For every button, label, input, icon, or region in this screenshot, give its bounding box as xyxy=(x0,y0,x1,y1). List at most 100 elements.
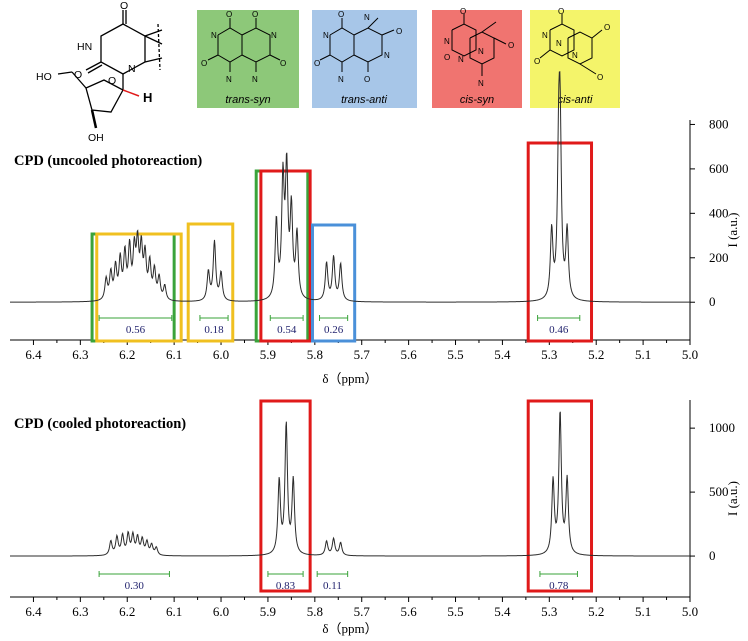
x-tick-label: 5.5 xyxy=(447,347,463,362)
integral-value: 0.46 xyxy=(549,324,569,336)
x-tick-label: 5.4 xyxy=(494,604,511,619)
y-axis-label: I (a.u.) xyxy=(725,481,740,516)
highlight-box-red xyxy=(526,141,594,343)
x-tick-label: 6.1 xyxy=(166,347,182,362)
atom: N xyxy=(556,39,562,48)
y-tick-label: 400 xyxy=(709,205,729,220)
atom: N xyxy=(252,75,258,84)
x-tick-label: 5.1 xyxy=(635,347,651,362)
atom-oh: OH xyxy=(88,132,104,144)
atom: N xyxy=(364,13,370,22)
x-tick-label: 5.2 xyxy=(588,604,604,619)
x-tick-label: 6.0 xyxy=(213,604,229,619)
atom-o-ring: O xyxy=(108,75,116,87)
x-tick-label: 5.6 xyxy=(400,347,417,362)
highlight-box-yellow xyxy=(95,232,183,343)
y-tick-label: 800 xyxy=(709,116,729,131)
atom: O xyxy=(597,73,603,82)
x-tick-label: 6.3 xyxy=(72,604,88,619)
integral-value: 0.54 xyxy=(277,324,297,336)
isomer-box xyxy=(530,10,620,108)
atom: O xyxy=(460,7,466,16)
panel-title: CPD (uncooled photoreaction) xyxy=(14,153,202,169)
spectrum-line xyxy=(10,71,690,303)
y-tick-label: 0 xyxy=(709,548,716,563)
highlight-box-red xyxy=(526,399,594,593)
atom: O xyxy=(364,75,370,84)
atom: O xyxy=(314,59,320,68)
isomer-cis-anti: O N O N N O O cis-anti xyxy=(530,7,620,108)
atom: N xyxy=(323,31,329,40)
panel-title: CPD (cooled photoreaction) xyxy=(14,416,186,432)
atom: O xyxy=(508,41,514,50)
atom: O xyxy=(444,53,450,62)
x-axis-label: δ（ppm） xyxy=(322,371,377,386)
atom-ho: HO xyxy=(36,71,52,83)
integral-value: 0.78 xyxy=(549,580,569,592)
y-tick-label: 200 xyxy=(709,250,729,265)
isomer-label: cis-anti xyxy=(558,94,593,106)
x-tick-label: 6.2 xyxy=(119,347,135,362)
integral-value: 0.30 xyxy=(125,580,145,592)
atom: O xyxy=(604,23,610,32)
highlight-box-yellow xyxy=(186,222,235,343)
atom: N xyxy=(226,75,232,84)
atom-n: N xyxy=(128,63,136,75)
y-tick-label: 0 xyxy=(709,294,716,309)
nucleoside-labels: O HN O N HO O OH H xyxy=(36,0,152,144)
atom: N xyxy=(542,31,548,40)
x-tick-label: 6.4 xyxy=(25,604,42,619)
x-tick-label: 6.4 xyxy=(25,347,42,362)
spectrum-panel-cooled: 6.4 6.3 6.2 6.1 6.0 5.9 5.8 5.7 5.6 5.5 5.4 5.3 5.2 5… xyxy=(10,399,740,636)
atom: O xyxy=(338,10,344,19)
x-tick-label: 5.7 xyxy=(354,347,371,362)
atom: N xyxy=(211,31,217,40)
atom: N xyxy=(458,55,464,64)
x-tick-label: 5.7 xyxy=(354,604,371,619)
atom: N xyxy=(338,75,344,84)
spectrum-panel-uncooled: 6.4 6.3 6.2 6.1 6.0 5.9 5.8 5.7 5.6 5.5 5.4 5.3 5.2 5… xyxy=(10,71,740,386)
highlight-box-red xyxy=(259,399,312,593)
x-tick-label: 6.3 xyxy=(72,347,88,362)
isomer-trans-syn: O N O N N O N O trans-syn xyxy=(197,10,299,108)
x-tick-label: 5.8 xyxy=(307,604,323,619)
x-tick-label: 6.1 xyxy=(166,604,182,619)
isomer-box xyxy=(197,10,299,108)
nucleoside-structure xyxy=(57,10,163,129)
atom-o-left: O xyxy=(74,69,82,81)
x-tick-label: 5.4 xyxy=(494,347,511,362)
x-tick-label: 5.6 xyxy=(400,604,417,619)
atom: O xyxy=(226,10,232,19)
x-tick-label: 5.9 xyxy=(260,347,276,362)
atom: O xyxy=(252,10,258,19)
atom: N xyxy=(478,79,484,88)
y-axis-label: I (a.u.) xyxy=(725,212,740,247)
isomer-box xyxy=(312,10,417,108)
x-tick-label: 5.1 xyxy=(635,604,651,619)
integral-value: 0.83 xyxy=(276,580,296,592)
atom-hn: HN xyxy=(77,41,92,53)
atom: O xyxy=(280,59,286,68)
x-tick-label: 5.9 xyxy=(260,604,276,619)
atom: N xyxy=(478,47,484,56)
atom-o-top: O xyxy=(120,0,128,12)
x-tick-label: 5.2 xyxy=(588,347,604,362)
x-tick-label: 5.0 xyxy=(682,347,698,362)
atom-h-highlight: H xyxy=(143,90,152,105)
spectrum-line xyxy=(10,411,690,557)
y-tick-label: 500 xyxy=(709,484,729,499)
integral-value: 0.26 xyxy=(324,324,344,336)
integral-value: 0.18 xyxy=(204,324,224,336)
y-tick-label: 1000 xyxy=(709,420,735,435)
isomer-cis-syn: O N O N N O N cis-syn xyxy=(432,7,522,108)
atom: N xyxy=(572,51,578,60)
integral-value: 0.11 xyxy=(323,580,342,592)
atom: N xyxy=(271,31,277,40)
y-tick-label: 600 xyxy=(709,161,729,176)
isomer-trans-anti: O N O N N O N O trans-anti xyxy=(312,10,417,108)
atom: O xyxy=(201,59,207,68)
atom: N xyxy=(444,37,450,46)
atom: O xyxy=(396,27,402,36)
integral-value: 0.56 xyxy=(126,324,146,336)
